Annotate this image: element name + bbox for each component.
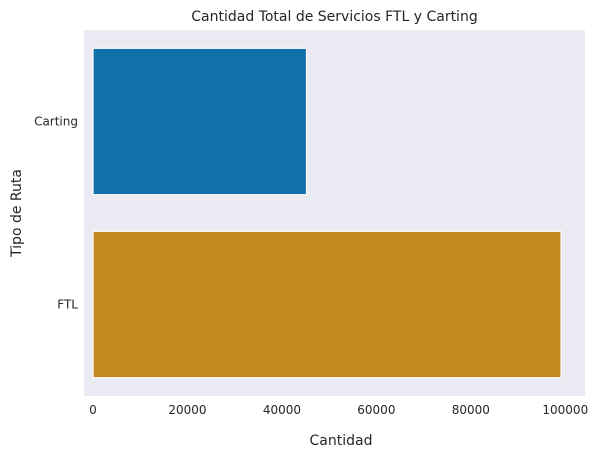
bars-group [92, 47, 562, 379]
bar-ftl [92, 230, 562, 379]
chart-title: Cantidad Total de Servicios FTL y Cartin… [191, 9, 477, 25]
x-tick-label: 60000 [357, 403, 395, 417]
x-tick-label: 20000 [168, 403, 206, 417]
x-tick-label: 80000 [452, 403, 490, 417]
x-axis-label: Cantidad [310, 433, 373, 449]
bar-carting [92, 47, 308, 196]
y-tick-label-carting: Carting [34, 115, 78, 129]
x-tick-label: 0 [89, 403, 97, 417]
x-tick-label: 40000 [263, 403, 301, 417]
y-tick-label-ftl: FTL [57, 298, 78, 312]
y-axis-label: Tipo de Ruta [9, 169, 25, 258]
y-tick-labels: Carting FTL [34, 115, 78, 312]
x-tick-labels: 0 20000 40000 60000 80000 100000 [89, 403, 588, 417]
x-tick-label: 100000 [542, 403, 588, 417]
